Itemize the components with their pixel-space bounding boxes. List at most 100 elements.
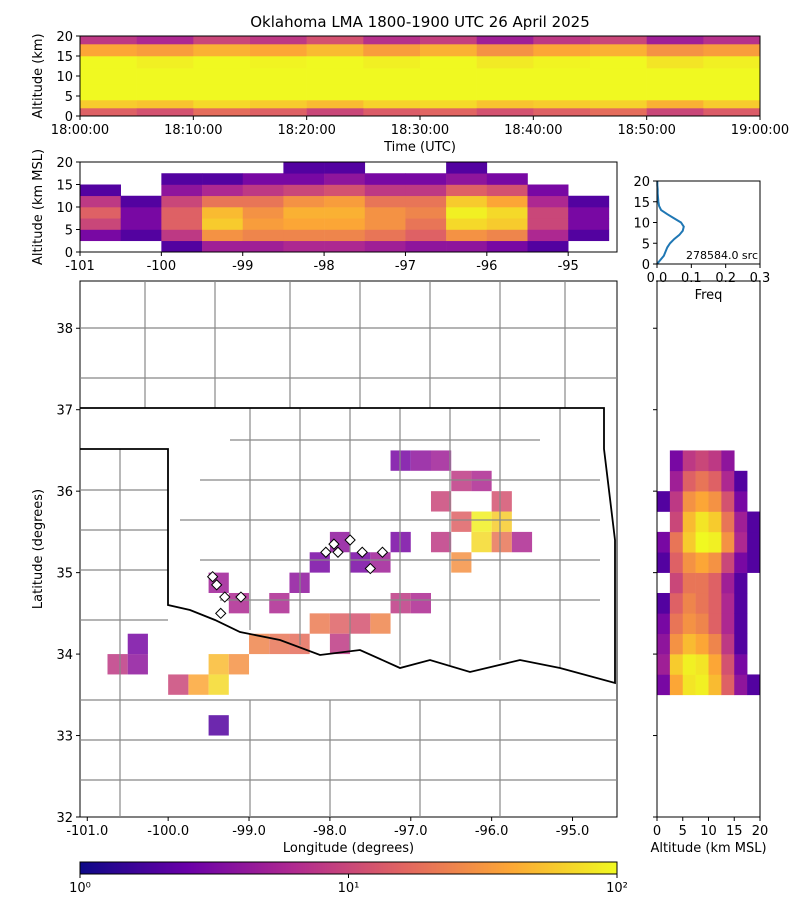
heat-cell xyxy=(703,68,761,85)
heat-cell xyxy=(242,218,284,230)
heat-cell xyxy=(657,592,671,614)
heat-cell xyxy=(136,100,194,109)
heat-cell xyxy=(161,218,203,230)
heat-cell xyxy=(405,207,447,219)
heat-cell xyxy=(590,100,647,109)
density-cell xyxy=(329,633,351,655)
heat-cell xyxy=(657,674,671,696)
heat-cell xyxy=(527,218,569,230)
heat-cell xyxy=(721,592,735,614)
y-tick-label: 10 xyxy=(56,70,73,85)
density-cell xyxy=(370,552,391,573)
density-cell xyxy=(430,491,452,512)
heat-cell xyxy=(669,592,684,614)
density-cell xyxy=(309,613,330,634)
y-tick-label: 15 xyxy=(633,196,650,211)
heat-cell xyxy=(250,44,307,57)
heat-cell xyxy=(420,108,477,117)
heat-cell xyxy=(646,36,704,45)
density-cell xyxy=(168,674,189,695)
density-cell xyxy=(491,531,512,553)
y-tick-label: 15 xyxy=(56,50,73,65)
heat-cell xyxy=(533,84,591,101)
density-cell xyxy=(370,613,391,634)
y-tick-label: 0 xyxy=(642,258,650,273)
heat-cell xyxy=(306,56,364,69)
heat-cell xyxy=(527,229,569,242)
heat-cell xyxy=(250,100,307,109)
heat-cell xyxy=(695,674,709,696)
heat-cell xyxy=(682,470,696,492)
heat-cell xyxy=(708,450,722,472)
x-axis-label: Freq xyxy=(695,288,723,303)
heat-cell xyxy=(363,68,421,85)
heat-cell xyxy=(721,491,735,512)
heat-cell xyxy=(533,44,591,57)
density-cell xyxy=(451,470,472,492)
density-cell xyxy=(410,450,431,471)
heat-cell xyxy=(703,44,761,57)
heat-cell xyxy=(250,36,307,45)
heat-cell xyxy=(420,68,477,85)
heat-cell xyxy=(708,531,722,553)
heat-cell xyxy=(283,195,325,208)
y-tick-label: 5 xyxy=(642,237,650,252)
heat-cell xyxy=(202,218,244,230)
heat-cell xyxy=(734,511,748,533)
y-tick-label: 33 xyxy=(56,730,73,745)
x-tick-label: 18:50:00 xyxy=(617,123,675,138)
heat-cell xyxy=(193,100,251,109)
heat-cell xyxy=(703,100,761,109)
heat-cell xyxy=(527,240,569,253)
heat-cell xyxy=(364,240,406,253)
heat-cell xyxy=(708,470,722,492)
heat-cell xyxy=(721,450,735,472)
density-cell xyxy=(430,450,452,471)
heat-cell xyxy=(646,56,704,69)
heat-cell xyxy=(136,84,194,101)
heat-cell xyxy=(486,218,528,230)
station-marker xyxy=(219,591,231,603)
heat-cell xyxy=(161,229,203,242)
density-cell xyxy=(208,654,229,675)
colorbar xyxy=(79,861,618,875)
station-marker xyxy=(332,546,344,558)
heat-cell xyxy=(486,184,528,197)
heat-cell xyxy=(250,56,307,69)
heat-cell xyxy=(446,195,488,208)
density-cell xyxy=(107,654,128,675)
x-tick-label: -100 xyxy=(147,259,177,274)
heat-cell xyxy=(446,184,488,197)
heat-cell xyxy=(486,207,528,219)
heat-cell xyxy=(721,511,735,533)
heat-cell xyxy=(363,44,421,57)
heat-cell xyxy=(734,654,748,675)
heat-cell xyxy=(405,173,447,185)
colorbar-tick-label: 10¹ xyxy=(338,881,360,896)
heat-cell xyxy=(533,108,591,117)
heat-cell xyxy=(695,552,709,573)
heat-cell xyxy=(80,218,121,230)
heat-cell xyxy=(657,613,671,635)
heat-cell xyxy=(364,173,406,185)
heat-cell xyxy=(193,44,251,57)
heat-cell xyxy=(242,240,284,253)
heat-cell xyxy=(747,552,761,573)
heat-cell xyxy=(695,592,709,614)
x-tick-label: -99.0 xyxy=(232,824,266,839)
heat-cell xyxy=(695,491,709,512)
x-tick-label: -98.0 xyxy=(313,824,347,839)
station-marker xyxy=(328,538,340,550)
y-tick-label: 15 xyxy=(56,179,73,194)
heat-cell xyxy=(533,100,591,109)
heat-cell xyxy=(136,36,194,45)
heat-cell xyxy=(420,56,477,69)
density-cell xyxy=(208,715,229,736)
heat-cell xyxy=(324,162,366,174)
station-marker xyxy=(320,546,332,558)
density-cell xyxy=(511,531,533,553)
y-axis-label: Latitude (degrees) xyxy=(31,489,46,609)
heat-cell xyxy=(364,207,406,219)
heat-cell xyxy=(646,100,704,109)
heat-cell xyxy=(283,162,325,174)
